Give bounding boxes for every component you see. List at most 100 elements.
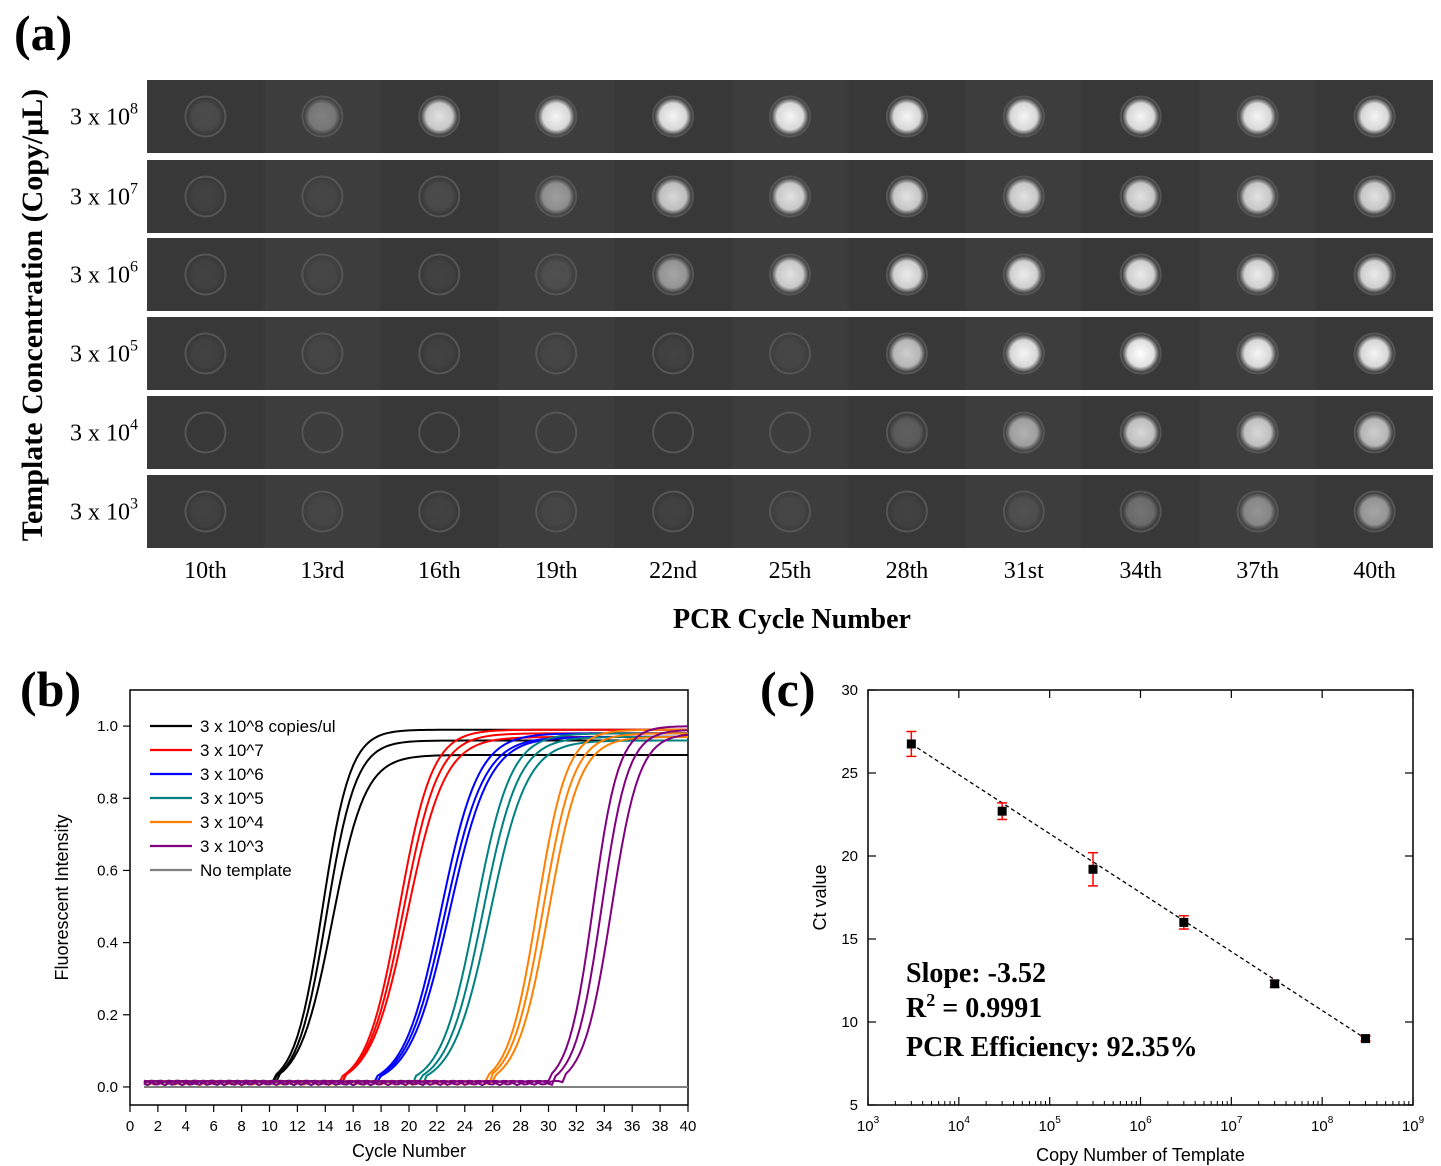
droplet-ring bbox=[885, 490, 928, 533]
droplet-spot bbox=[887, 413, 926, 452]
column-label: 10th bbox=[184, 558, 227, 584]
droplet-ring bbox=[1236, 253, 1279, 296]
y-axis-label: Fluorescent Intensity bbox=[52, 814, 72, 980]
droplet-spot bbox=[420, 177, 459, 216]
x-tick-label: 16 bbox=[345, 1118, 362, 1135]
droplet-spot bbox=[1238, 492, 1277, 531]
panel-a-x-axis-label: PCR Cycle Number bbox=[673, 604, 911, 635]
droplet-spot bbox=[186, 177, 225, 216]
x-tick-label: 106 bbox=[1129, 1115, 1152, 1135]
y-tick-label: 5 bbox=[850, 1097, 858, 1114]
droplet-ring bbox=[184, 411, 227, 454]
droplet-ring bbox=[769, 411, 811, 454]
legend-entry: No template bbox=[200, 861, 292, 880]
legend-entry: 3 x 10^8 copies/ul bbox=[200, 717, 336, 736]
column-label: 31st bbox=[1004, 558, 1044, 584]
image-cell bbox=[498, 396, 614, 469]
droplet-spot bbox=[537, 492, 576, 531]
droplet-spot bbox=[1004, 255, 1043, 294]
y-tick-label: 0.0 bbox=[97, 1079, 118, 1096]
droplet-ring bbox=[1353, 490, 1396, 533]
column-label: 28th bbox=[886, 558, 929, 584]
x-tick-label: 14 bbox=[317, 1118, 334, 1135]
droplet-ring bbox=[184, 490, 227, 533]
panel-label-b: (b) bbox=[20, 661, 82, 717]
droplet-ring bbox=[1002, 490, 1045, 533]
droplet-spot bbox=[1121, 492, 1160, 531]
data-point bbox=[1361, 1034, 1371, 1044]
droplet-spot bbox=[186, 97, 225, 136]
droplet-ring bbox=[301, 95, 344, 138]
column-label: 34th bbox=[1119, 558, 1162, 584]
droplet-ring bbox=[1353, 95, 1396, 138]
droplet-ring bbox=[652, 490, 695, 533]
column-label: 25th bbox=[769, 558, 812, 584]
droplet-ring bbox=[301, 490, 344, 533]
droplet-ring bbox=[1119, 490, 1162, 533]
legend-entry: 3 x 10^6 bbox=[200, 765, 264, 784]
droplet-spot bbox=[1355, 177, 1394, 216]
x-tick-label: 18 bbox=[373, 1118, 390, 1135]
x-tick-label: 2 bbox=[154, 1118, 162, 1135]
droplet-spot bbox=[771, 97, 809, 136]
y-axis-label: Ct value bbox=[810, 864, 830, 930]
droplet-ring bbox=[769, 490, 811, 533]
x-tick-label: 108 bbox=[1311, 1115, 1334, 1135]
droplet-spot bbox=[1004, 492, 1043, 531]
droplet-spot bbox=[420, 97, 459, 136]
x-axis-label: Cycle Number bbox=[352, 1141, 466, 1161]
x-tick-label: 36 bbox=[624, 1118, 641, 1135]
droplet-spot bbox=[1238, 413, 1277, 452]
droplet-spot bbox=[1238, 334, 1277, 373]
droplet-spot bbox=[1121, 334, 1160, 373]
droplet-ring bbox=[184, 253, 227, 296]
x-tick-label: 109 bbox=[1402, 1115, 1425, 1135]
row-label: 3 x 106 bbox=[70, 259, 138, 289]
droplet-spot bbox=[1355, 492, 1394, 531]
droplet-ring bbox=[769, 95, 811, 138]
droplet-ring bbox=[535, 332, 578, 375]
series-line-replicate bbox=[143, 733, 689, 1087]
y-tick-label: 30 bbox=[841, 682, 858, 699]
droplet-spot bbox=[186, 492, 225, 531]
droplet-ring bbox=[1002, 95, 1045, 138]
droplet-ring bbox=[1119, 175, 1162, 218]
droplet-ring bbox=[535, 95, 578, 138]
droplet-ring bbox=[1353, 332, 1396, 375]
x-tick-label: 30 bbox=[540, 1118, 557, 1135]
column-label: 22nd bbox=[649, 558, 697, 584]
droplet-spot bbox=[1238, 255, 1277, 294]
droplet-spot bbox=[1355, 97, 1394, 136]
column-label: 13rd bbox=[300, 558, 344, 584]
legend-entry: 3 x 10^3 bbox=[200, 837, 264, 856]
droplet-spot bbox=[303, 334, 342, 373]
x-tick-label: 28 bbox=[512, 1118, 529, 1135]
droplet-spot bbox=[1004, 177, 1043, 216]
x-tick-label: 107 bbox=[1220, 1115, 1243, 1135]
droplet-ring bbox=[1236, 332, 1279, 375]
data-point bbox=[997, 806, 1007, 816]
data-point bbox=[1270, 979, 1280, 989]
droplet-ring bbox=[184, 175, 227, 218]
fit-line bbox=[910, 743, 1366, 1040]
y-tick-label: 15 bbox=[841, 931, 858, 948]
y-tick-label: 0.2 bbox=[97, 1007, 118, 1024]
x-tick-label: 104 bbox=[948, 1115, 971, 1135]
x-tick-label: 6 bbox=[210, 1118, 218, 1135]
droplet-spot bbox=[654, 177, 693, 216]
droplet-ring bbox=[1236, 490, 1279, 533]
droplet-ring bbox=[652, 95, 695, 138]
droplet-ring bbox=[769, 253, 811, 296]
x-tick-label: 8 bbox=[237, 1118, 245, 1135]
efficiency-annotation: PCR Efficiency: 92.35% bbox=[906, 1032, 1198, 1063]
droplet-ring bbox=[1002, 175, 1045, 218]
droplet-ring bbox=[184, 332, 227, 375]
droplet-spot bbox=[771, 334, 809, 373]
droplet-spot bbox=[1355, 255, 1394, 294]
droplet-spot bbox=[1121, 177, 1160, 216]
droplet-ring bbox=[535, 253, 578, 296]
droplet-spot bbox=[1355, 413, 1394, 452]
y-tick-label: 20 bbox=[841, 848, 858, 865]
droplet-spot bbox=[186, 255, 225, 294]
droplet-spot bbox=[1121, 255, 1160, 294]
